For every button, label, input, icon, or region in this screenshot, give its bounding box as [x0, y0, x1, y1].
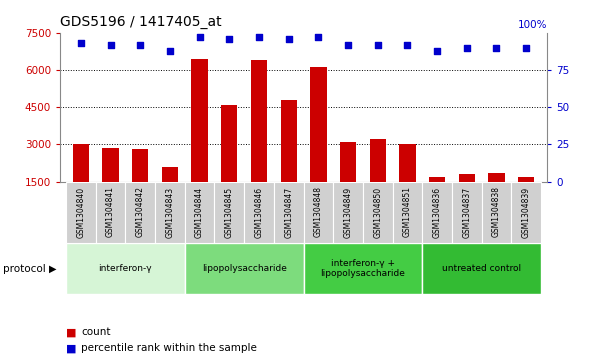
Text: GSM1304849: GSM1304849 — [344, 187, 353, 237]
Text: untreated control: untreated control — [442, 264, 521, 273]
Bar — [370, 139, 386, 219]
Text: GSM1304851: GSM1304851 — [403, 187, 412, 237]
Text: ■: ■ — [66, 327, 76, 337]
Text: percentile rank within the sample: percentile rank within the sample — [81, 343, 257, 354]
Text: ▶: ▶ — [49, 264, 56, 274]
Bar — [452, 182, 481, 243]
Text: GSM1304838: GSM1304838 — [492, 187, 501, 237]
Bar — [155, 182, 185, 243]
Point — [343, 42, 353, 48]
Point — [492, 45, 501, 50]
Text: GSM1304836: GSM1304836 — [433, 187, 442, 237]
Bar — [333, 182, 363, 243]
Bar — [459, 174, 475, 219]
Point — [225, 36, 234, 41]
Bar — [511, 182, 541, 243]
Point — [106, 42, 115, 48]
Point — [403, 42, 412, 48]
Point — [254, 34, 264, 40]
Point — [284, 36, 293, 41]
Bar — [340, 142, 356, 219]
Text: GSM1304846: GSM1304846 — [254, 187, 263, 237]
Bar — [192, 59, 208, 219]
Bar — [392, 182, 423, 243]
Bar — [96, 182, 126, 243]
Text: GSM1304844: GSM1304844 — [195, 187, 204, 237]
Point — [76, 40, 86, 46]
Bar — [66, 243, 185, 294]
Bar — [73, 144, 89, 219]
Bar — [310, 68, 326, 219]
Text: GSM1304837: GSM1304837 — [462, 187, 471, 237]
Point — [521, 45, 531, 50]
Text: ■: ■ — [66, 343, 76, 354]
Point — [135, 42, 145, 48]
Bar — [481, 182, 511, 243]
Bar — [185, 243, 304, 294]
Bar — [251, 60, 267, 219]
Text: 100%: 100% — [517, 20, 547, 30]
Point — [373, 42, 382, 48]
Point — [195, 34, 204, 40]
Text: GSM1304842: GSM1304842 — [136, 187, 145, 237]
Bar — [429, 176, 445, 219]
Bar — [215, 182, 244, 243]
Text: interferon-γ +
lipopolysaccharide: interferon-γ + lipopolysaccharide — [320, 259, 405, 278]
Bar — [423, 182, 452, 243]
Bar — [102, 148, 119, 219]
Bar — [518, 176, 534, 219]
Bar — [304, 243, 423, 294]
Bar — [304, 182, 333, 243]
Bar — [221, 105, 237, 219]
Point — [432, 48, 442, 53]
Text: count: count — [81, 327, 111, 337]
Text: protocol: protocol — [3, 264, 46, 274]
Bar — [244, 182, 274, 243]
Text: GSM1304850: GSM1304850 — [373, 187, 382, 237]
Text: GSM1304843: GSM1304843 — [165, 187, 174, 237]
Point — [462, 45, 472, 50]
Bar — [274, 182, 304, 243]
Bar — [488, 173, 505, 219]
Text: GSM1304845: GSM1304845 — [225, 187, 234, 237]
Bar — [281, 100, 297, 219]
Bar — [132, 149, 148, 219]
Point — [314, 34, 323, 40]
Bar — [363, 182, 392, 243]
Bar — [126, 182, 155, 243]
Bar — [185, 182, 215, 243]
Text: interferon-γ: interferon-γ — [99, 264, 152, 273]
Bar — [399, 144, 415, 219]
Text: GSM1304840: GSM1304840 — [76, 187, 85, 237]
Text: GSM1304848: GSM1304848 — [314, 187, 323, 237]
Text: GSM1304847: GSM1304847 — [284, 187, 293, 237]
Bar — [423, 243, 541, 294]
Bar — [66, 182, 96, 243]
Text: GDS5196 / 1417405_at: GDS5196 / 1417405_at — [60, 15, 222, 29]
Bar — [162, 167, 178, 219]
Text: lipopolysaccharide: lipopolysaccharide — [202, 264, 287, 273]
Text: GSM1304839: GSM1304839 — [522, 187, 531, 237]
Point — [165, 48, 175, 53]
Text: GSM1304841: GSM1304841 — [106, 187, 115, 237]
